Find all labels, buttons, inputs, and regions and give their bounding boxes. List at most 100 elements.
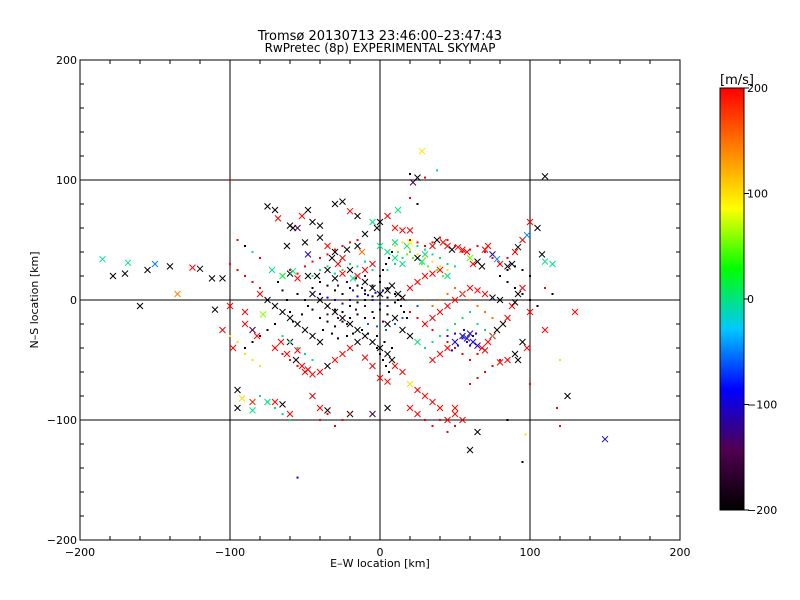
scatter-dot-point <box>236 341 239 343</box>
scatter-cross-point <box>324 407 331 414</box>
scatter-dot-point <box>409 311 411 313</box>
scatter-cross-point <box>406 404 414 412</box>
scatter-dot-point <box>476 323 479 325</box>
scatter-cross-point <box>526 218 534 226</box>
scatter-cross-point <box>406 227 414 234</box>
scatter-cross-point <box>361 230 369 238</box>
scatter-cross-point <box>436 266 444 274</box>
scatter-cross-point <box>354 242 361 250</box>
colorbar-tick-label: 200 <box>747 82 768 95</box>
scatter-cross-point <box>511 350 519 358</box>
scatter-cross-point <box>429 314 436 322</box>
scatter-dot-point <box>352 332 354 335</box>
scatter-cross-point <box>466 284 474 292</box>
colorbar-tick-label: −200 <box>747 504 777 517</box>
scatter-dot-point <box>352 289 354 292</box>
scatter-dot-point <box>409 248 411 251</box>
scatter-dot-point <box>319 317 321 319</box>
scatter-cross-point <box>346 344 354 352</box>
scatter-dot-point <box>337 317 339 319</box>
scatter-dot-point <box>341 320 344 323</box>
scatter-cross-point <box>316 234 324 241</box>
scatter-dot-point <box>334 299 336 301</box>
scatter-cross-point <box>444 242 451 250</box>
scatter-dot-point <box>341 245 344 247</box>
scatter-cross-point <box>451 410 459 418</box>
scatter-dot-point <box>424 257 426 259</box>
scatter-dot-point <box>401 317 404 319</box>
scatter-cross-point <box>549 260 556 268</box>
scatter-cross-point <box>219 326 226 334</box>
scatter-cross-point <box>504 263 511 270</box>
scatter-dot-point <box>556 407 558 409</box>
scatter-dot-point <box>416 245 419 247</box>
scatter-cross-point <box>331 308 339 316</box>
scatter-cross-point <box>451 338 459 346</box>
colorbar-tick-label: 100 <box>747 188 768 201</box>
scatter-dot-point <box>499 359 501 361</box>
scatter-dot-point <box>409 197 411 199</box>
scatter-dot-point <box>431 260 434 263</box>
scatter-cross-point <box>436 404 444 412</box>
scatter-dot-point <box>421 263 423 265</box>
scatter-dot-point <box>244 275 246 277</box>
scatter-dot-point <box>446 341 449 343</box>
scatter-dot-point <box>416 305 419 307</box>
scatter-cross-point <box>421 272 429 280</box>
scatter-cross-point <box>459 332 466 340</box>
scatter-dot-point <box>374 291 377 294</box>
x-tick-label: 200 <box>670 546 691 559</box>
scatter-dot-point <box>385 329 387 331</box>
scatter-dot-point <box>251 341 254 343</box>
scatter-dot-point <box>349 241 351 244</box>
scatter-dot-point <box>337 337 339 340</box>
scatter-dot-point <box>379 353 381 355</box>
scatter-dot-point <box>436 269 438 271</box>
scatter-cross-point <box>451 296 459 304</box>
scatter-dot-point <box>521 461 524 463</box>
scatter-dot-point <box>289 341 291 343</box>
scatter-dot-point <box>355 277 357 280</box>
scatter-cross-point <box>414 174 421 181</box>
scatter-dot-point <box>379 308 381 311</box>
scatter-dot-point <box>431 305 434 307</box>
scatter-dot-point <box>304 265 306 268</box>
scatter-dot-point <box>371 295 374 298</box>
scatter-dot-point <box>376 347 378 349</box>
scatter-dot-point <box>319 293 321 295</box>
scatter-cross-point <box>271 398 279 406</box>
scatter-dot-point <box>341 302 344 305</box>
scatter-dot-point <box>409 173 411 175</box>
scatter-cross-point <box>384 350 391 358</box>
scatter-dot-point <box>376 335 378 337</box>
scatter-dot-point <box>386 313 389 316</box>
scatter-cross-point <box>283 242 291 250</box>
scatter-dot-point <box>469 359 471 361</box>
data-points <box>99 147 609 479</box>
scatter-dot-point <box>385 365 387 367</box>
scatter-dot-point <box>454 287 456 289</box>
scatter-dot-point <box>416 241 419 244</box>
scatter-cross-point <box>241 320 249 328</box>
scatter-dot-point <box>274 347 276 349</box>
scatter-cross-point <box>571 308 579 316</box>
scatter-dot-point <box>292 320 294 323</box>
scatter-cross-point <box>436 350 444 358</box>
scatter-dot-point <box>259 365 261 367</box>
scatter-dot-point <box>356 265 359 268</box>
scatter-dot-point <box>379 281 381 283</box>
scatter-cross-point <box>274 215 282 222</box>
scatter-dot-point <box>406 317 408 319</box>
scatter-dot-point <box>559 425 561 427</box>
scatter-dot-point <box>401 257 404 259</box>
scatter-dot-point <box>451 349 453 352</box>
colorbar <box>719 87 745 511</box>
scatter-dot-point <box>311 275 314 277</box>
scatter-dot-point <box>367 323 369 325</box>
scatter-cross-point <box>538 251 546 258</box>
scatter-cross-point <box>328 254 336 262</box>
scatter-dot-point <box>244 245 246 247</box>
scatter-dot-point <box>461 353 464 355</box>
scatter-dot-point <box>383 341 386 343</box>
scatter-dot-point <box>484 371 486 373</box>
